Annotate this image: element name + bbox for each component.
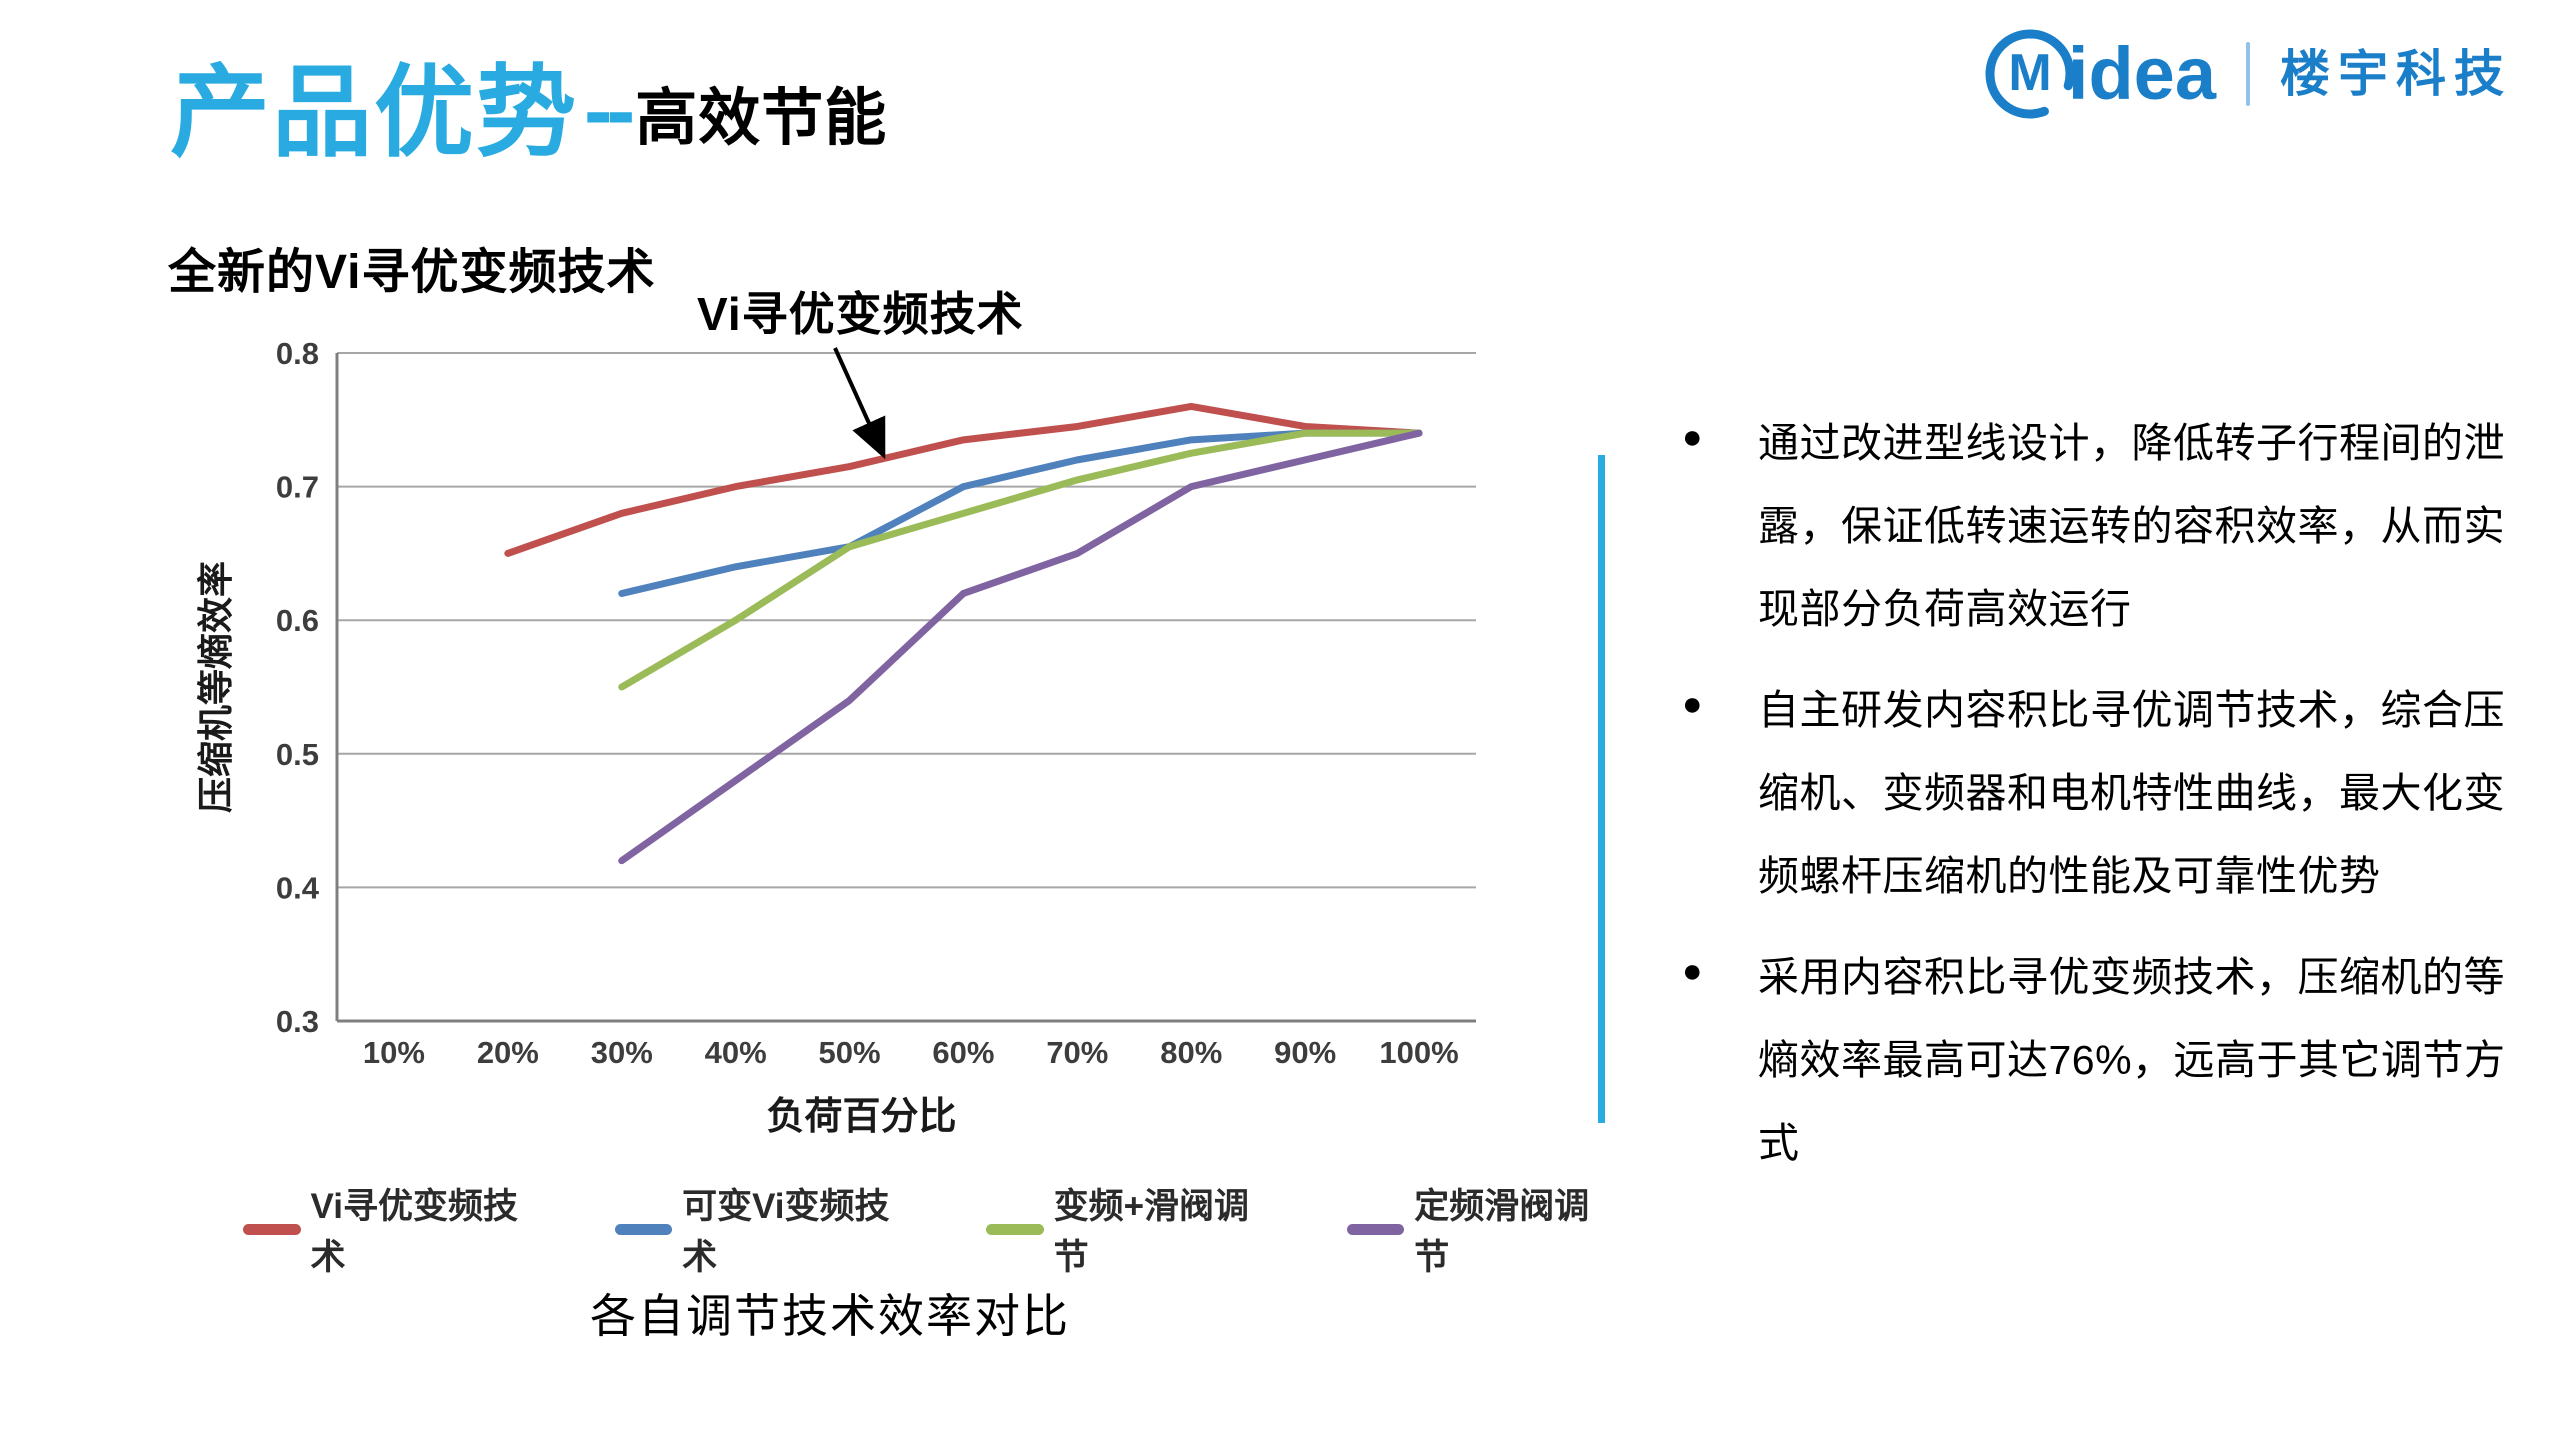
vertical-accent-divider <box>1598 455 1605 1123</box>
x-tick-label: 90% <box>1274 1035 1336 1070</box>
legend-item: 定频滑阀调节 <box>1346 1178 1603 1280</box>
page-title: 产品优势 -- 高效节能 <box>170 58 887 168</box>
legend-swatch <box>243 1223 301 1235</box>
annotation-arrow-icon <box>833 347 886 460</box>
x-tick-label: 10% <box>363 1035 425 1070</box>
x-tick-label: 80% <box>1160 1035 1222 1070</box>
y-tick-label: 0.6 <box>276 603 319 638</box>
logo-business-unit: 楼宇科技 <box>2280 46 2512 102</box>
chart-annotation-label: Vi寻优变频技术 <box>697 288 1024 340</box>
legend-item: 可变Vi变频技术 <box>614 1178 901 1280</box>
y-tick-label: 0.8 <box>276 340 319 371</box>
bullet-item: ● 采用内容积比寻优变频技术，压缩机的等熵效率最高可达76%，远高于其它调节方式 <box>1682 936 2512 1185</box>
midea-logo: M idea 楼宇科技 <box>1980 28 2512 120</box>
x-tick-label: 20% <box>477 1035 539 1070</box>
section-heading: 全新的Vi寻优变频技术 <box>168 246 656 299</box>
bullet-text: 自主研发内容积比寻优调节技术，综合压缩机、变频器和电机特性曲线，最大化变频螺杆压… <box>1758 687 2505 899</box>
y-tick-label: 0.7 <box>276 470 319 505</box>
y-tick-label: 0.5 <box>276 737 319 772</box>
series-line-2 <box>618 429 1423 691</box>
bullet-item: ● 通过改进型线设计，降低转子行程间的泄露，保证低转速运转的容积效率，从而实现部… <box>1682 402 2512 651</box>
legend-swatch <box>1346 1223 1405 1235</box>
y-tick-label: 0.3 <box>276 1004 319 1039</box>
x-tick-label: 60% <box>932 1035 994 1070</box>
midea-logo-mark: M <box>1980 28 2088 120</box>
svg-text:M: M <box>2008 44 2051 102</box>
efficiency-line-chart: 0.3 0.4 0.5 0.6 0.7 0.8 10% 20% 30% 40% 50% 60% 70% 8… <box>195 340 1476 1138</box>
page-title-main: 产品优势 <box>170 57 578 169</box>
y-tick-label: 0.4 <box>276 870 320 905</box>
chart-legend: Vi寻优变频技术 可变Vi变频技术 变频+滑阀调节 定频滑阀调节 <box>243 1178 1603 1280</box>
legend-swatch <box>986 1223 1044 1235</box>
legend-label: 定频滑阀调节 <box>1414 1187 1590 1277</box>
midea-wordmark: idea <box>2067 32 2216 115</box>
x-tick-label: 100% <box>1379 1035 1458 1070</box>
title-dashes: -- <box>584 63 635 159</box>
legend-swatch <box>614 1223 673 1235</box>
bullet-dot-icon: ● <box>1682 952 1703 990</box>
bullet-dot-icon: ● <box>1682 418 1703 456</box>
logo-separator <box>2246 42 2250 106</box>
x-axis-title: 负荷百分比 <box>766 1096 956 1138</box>
series-line-3 <box>618 429 1423 865</box>
page-title-sub: 高效节能 <box>635 84 888 153</box>
legend-label: 可变Vi变频技术 <box>682 1187 890 1277</box>
bullet-dot-icon: ● <box>1682 685 1703 723</box>
y-axis-title: 压缩机等熵效率 <box>195 561 236 813</box>
x-tick-label: 50% <box>819 1035 881 1070</box>
x-tick-label: 30% <box>591 1035 653 1070</box>
bullet-text: 采用内容积比寻优变频技术，压缩机的等熵效率最高可达76%，远高于其它调节方式 <box>1758 954 2506 1166</box>
chart-caption: 各自调节技术效率对比 <box>590 1290 1070 1342</box>
bullet-item: ● 自主研发内容积比寻优调节技术，综合压缩机、变频器和电机特性曲线，最大化变频螺… <box>1682 669 2512 918</box>
bullet-text: 通过改进型线设计，降低转子行程间的泄露，保证低转速运转的容积效率，从而实现部分负… <box>1758 420 2505 632</box>
legend-label: Vi寻优变频技术 <box>310 1187 518 1277</box>
series-line-0 <box>504 402 1423 557</box>
midea-circle-icon: M <box>1985 29 2075 119</box>
legend-item: Vi寻优变频技术 <box>243 1178 529 1280</box>
legend-item: 变频+滑阀调节 <box>986 1178 1261 1280</box>
feature-bullet-list: ● 通过改进型线设计，降低转子行程间的泄露，保证低转速运转的容积效率，从而实现部… <box>1682 402 2512 1203</box>
legend-label: 变频+滑阀调节 <box>1053 1187 1250 1277</box>
x-tick-label: 70% <box>1046 1035 1108 1070</box>
x-tick-label: 40% <box>705 1035 767 1070</box>
